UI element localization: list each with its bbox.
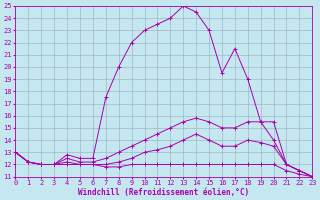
X-axis label: Windchill (Refroidissement éolien,°C): Windchill (Refroidissement éolien,°C) — [78, 188, 249, 197]
